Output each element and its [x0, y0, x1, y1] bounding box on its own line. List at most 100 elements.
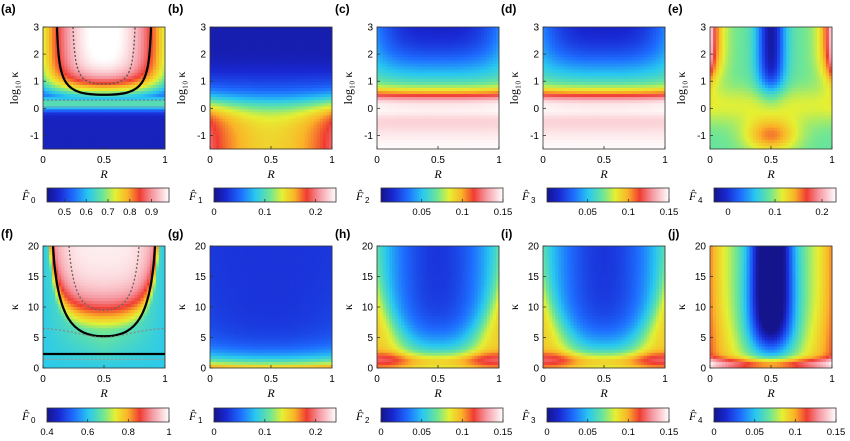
heatmap-cell [149, 54, 154, 58]
heatmap-cell [486, 103, 491, 107]
heatmap-cell [438, 121, 442, 125]
heatmap-cell [116, 27, 120, 31]
heatmap-cell [444, 94, 448, 98]
heatmap-cell [398, 30, 402, 34]
heatmap-cell [267, 69, 272, 74]
heatmap-cell [313, 97, 318, 101]
heatmap-cell [389, 118, 393, 122]
heatmap-cell [46, 60, 50, 64]
heatmap-cell [386, 88, 390, 92]
heatmap-cell [46, 45, 50, 49]
heatmap-cell [234, 142, 238, 147]
heatmap-cell [137, 60, 141, 64]
heatmap-cell [104, 30, 108, 34]
heatmap-cell [456, 133, 460, 138]
heatmap-cell [447, 57, 451, 61]
heatmap-cell [380, 63, 384, 68]
heatmap-cell [450, 66, 454, 71]
heatmap-cell [283, 118, 287, 122]
heatmap-cell [252, 139, 257, 144]
heatmap-cell [249, 54, 254, 58]
heatmap-cell [292, 115, 296, 119]
heatmap-cell [155, 60, 160, 64]
heatmap-cell [319, 69, 324, 74]
heatmap-cell [64, 121, 68, 125]
heatmap-cell [453, 115, 457, 119]
heatmap-cell [307, 112, 312, 116]
heatmap-cell [431, 60, 436, 64]
heatmap-cell [313, 84, 318, 89]
heatmap-cell [234, 121, 238, 125]
heatmap-cell [82, 136, 87, 141]
heatmap-cell [79, 39, 84, 43]
heatmap-cell [386, 84, 390, 89]
heatmap-cell [325, 103, 330, 107]
heatmap-cell [543, 27, 547, 31]
heatmap-cell [222, 112, 226, 116]
heatmap-cell [64, 109, 68, 113]
heatmap-cell [377, 94, 381, 98]
heatmap-cell [219, 106, 223, 110]
heatmap-cell [52, 27, 56, 31]
heatmap-cell [161, 48, 166, 52]
heatmap-cell [319, 94, 324, 98]
heatmap-cell [274, 63, 278, 68]
heatmap-cell [634, 30, 638, 34]
heatmap-cell [52, 42, 56, 46]
heatmap-cell [231, 130, 235, 135]
colorbar-subscript: 1 [198, 196, 203, 205]
heatmap-cell [225, 91, 229, 95]
heatmap-cell [416, 139, 421, 144]
heatmap-cell [286, 112, 290, 116]
heatmap-cell [52, 94, 56, 98]
heatmap-cell [222, 84, 226, 89]
heatmap-cell [61, 42, 65, 46]
heatmap-cell [419, 60, 424, 64]
heatmap-cell [258, 42, 263, 46]
heatmap-cell [462, 39, 466, 43]
heatmap-cell [210, 66, 214, 71]
heatmap-cell [155, 39, 160, 43]
heatmap-cell [228, 30, 232, 34]
heatmap-cell [67, 66, 71, 71]
heatmap-cell [322, 63, 327, 68]
heatmap-cell [237, 106, 241, 110]
heatmap-cell [46, 133, 50, 138]
heatmap-cell [416, 94, 421, 98]
heatmap-cell [49, 106, 53, 110]
heatmap-cell [395, 36, 399, 40]
heatmap-cell [88, 121, 93, 125]
heatmap-cell [486, 97, 491, 101]
heatmap-cell [489, 145, 494, 150]
heatmap-cell [322, 45, 327, 49]
heatmap-cell [52, 112, 56, 116]
heatmap-cell [46, 103, 50, 107]
heatmap-cell [237, 72, 241, 77]
heatmap-cell [64, 145, 68, 150]
heatmap-cell [255, 54, 260, 58]
heatmap-cell [459, 78, 463, 83]
heatmap-cell [456, 42, 460, 46]
heatmap-cell [94, 57, 99, 61]
heatmap-cell [243, 145, 247, 150]
heatmap-cell [61, 118, 65, 122]
heatmap-cell [82, 103, 87, 107]
heatmap-cell [88, 63, 93, 68]
heatmap-cell [295, 109, 299, 113]
heatmap-cell [658, 30, 663, 34]
heatmap-cell [431, 103, 436, 107]
heatmap-cell [116, 57, 120, 61]
heatmap-cell [389, 78, 393, 83]
heatmap-cell [401, 54, 405, 58]
heatmap-cell [480, 118, 485, 122]
heatmap-cell [240, 84, 244, 89]
heatmap-cell [261, 57, 266, 61]
heatmap-cell [58, 109, 62, 113]
heatmap-cell [383, 39, 387, 43]
heatmap-cell [328, 36, 333, 40]
heatmap-cell [316, 145, 321, 150]
heatmap-cell [438, 60, 442, 64]
heatmap-cell [267, 130, 272, 135]
heatmap-cell [274, 66, 278, 71]
heatmap-cell [228, 97, 232, 101]
